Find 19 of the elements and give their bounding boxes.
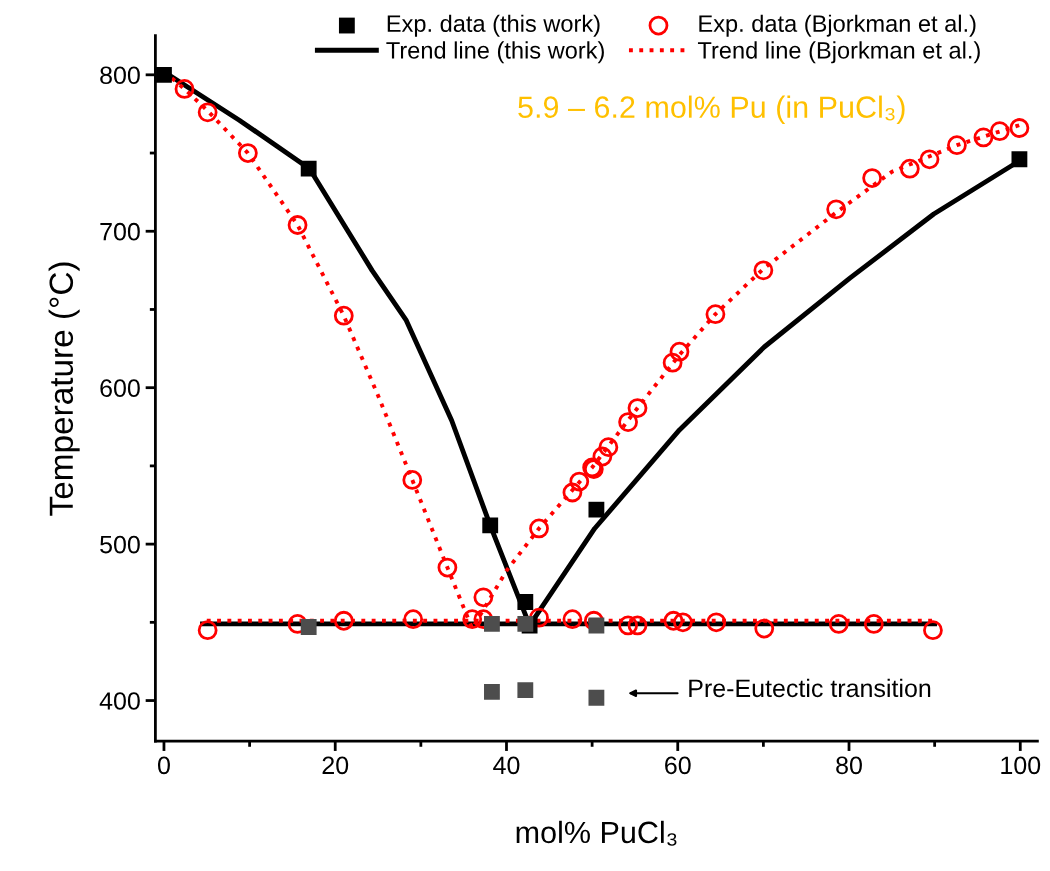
y-tick-label: 600 <box>100 379 140 397</box>
legend-label: Exp. data (this work) <box>387 14 600 37</box>
annotation: Pre-Eutectic transition <box>689 678 931 698</box>
x-tick-label: 100 <box>1001 756 1041 775</box>
x-tick-label: 20 <box>322 756 349 775</box>
y-tick-label: 800 <box>100 66 140 85</box>
x-tick-label: 0 <box>157 756 170 775</box>
y-tick-label: 500 <box>100 535 140 554</box>
x-tick-label: 40 <box>493 756 520 775</box>
x-tick-label: 60 <box>665 756 691 775</box>
annotation: 5.9 – 6.2 mol% Pu (in PuCl₃) <box>518 95 905 125</box>
x-axis-title: mol% PuCl₃ <box>516 820 677 846</box>
legend-label: Trend line (Bjorkman et al.) <box>697 41 980 64</box>
legend-label: Trend line (this work) <box>386 41 604 64</box>
y-tick-label: 700 <box>100 222 140 241</box>
y-axis-title: Temperature (°C) <box>48 262 80 516</box>
x-tick-label: 80 <box>836 756 862 775</box>
legend-label: Exp. data (Bjorkman et al.) <box>699 14 976 37</box>
y-tick-label: 400 <box>99 692 140 710</box>
